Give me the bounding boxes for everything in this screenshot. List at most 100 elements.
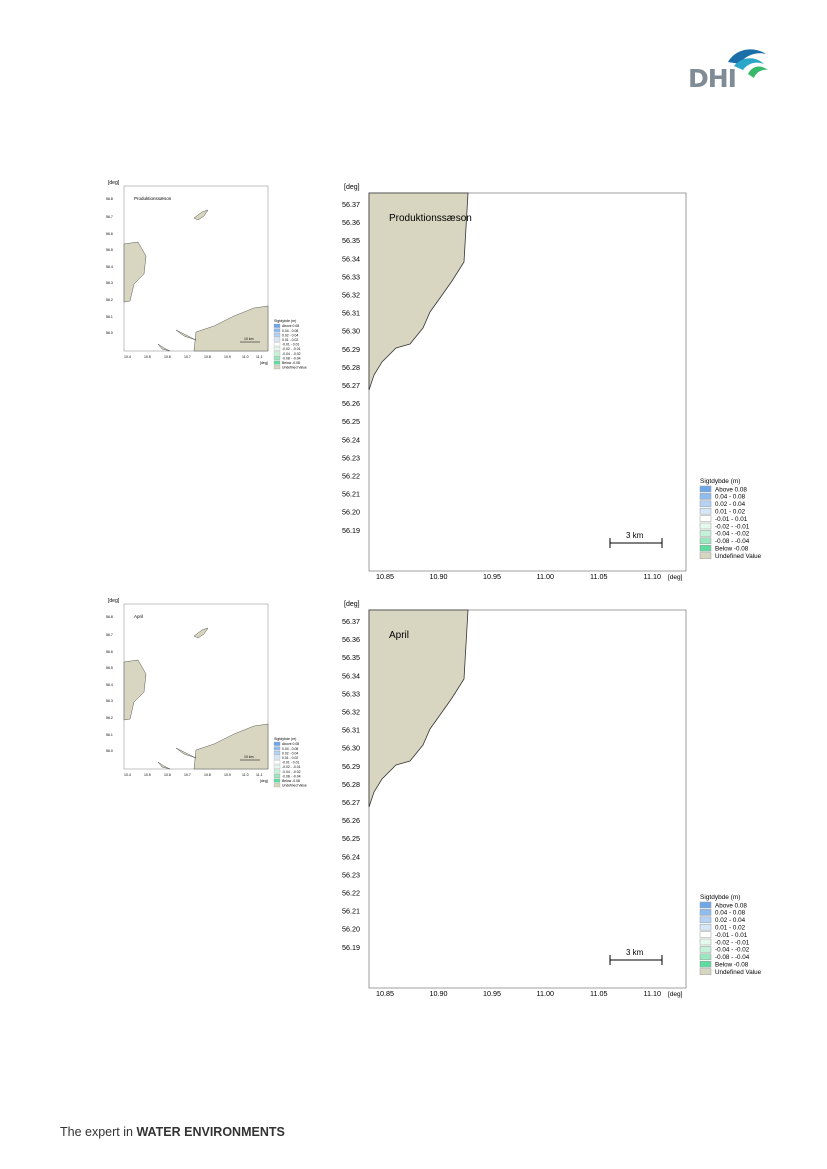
legend-item-label: -0.04 - -0.02 xyxy=(282,770,301,774)
svg-text:11.1: 11.1 xyxy=(256,355,263,359)
svg-text:56.4: 56.4 xyxy=(106,265,113,269)
y-tick-label: 56.24 xyxy=(342,852,360,861)
legend-item-label: -0.08 - -0.04 xyxy=(715,538,750,545)
svg-text:10.5: 10.5 xyxy=(144,773,151,777)
legend-item-label: -0.08 - -0.04 xyxy=(715,954,750,961)
main-map-2: [deg] April 56.37 56.36 56.35 56.34 56.33 56.… xyxy=(338,597,698,1012)
y-tick-label: 56.27 xyxy=(342,798,360,807)
legend-swatch xyxy=(699,485,712,493)
y-tick-label: 56.24 xyxy=(342,435,360,444)
coast-land xyxy=(193,305,269,352)
dhi-logo: DHI xyxy=(688,44,770,94)
svg-text:56.5: 56.5 xyxy=(106,666,113,670)
tagline-prefix: The expert in xyxy=(60,1125,133,1139)
legend-swatch xyxy=(273,328,281,333)
y-tick-label: 56.26 xyxy=(342,816,360,825)
coast-land xyxy=(123,241,147,303)
legend-swatch xyxy=(699,552,712,559)
legend-swatch xyxy=(699,507,712,515)
y-tick-label: 56.35 xyxy=(342,653,360,662)
y-tick-label: 56.29 xyxy=(342,345,360,354)
legend-item-label: Above 0.08 xyxy=(715,486,747,493)
legend-item-label: -0.04 - -0.02 xyxy=(715,531,750,538)
svg-text:56.2: 56.2 xyxy=(106,716,113,720)
legend-swatch xyxy=(273,751,281,755)
legend-swatch xyxy=(699,522,712,530)
y-tick-label: 56.25 xyxy=(342,834,360,843)
y-tick-label: 56.22 xyxy=(342,889,360,898)
legend-title: Sigtdybde (m) xyxy=(700,478,740,485)
scale-bar: 3 km xyxy=(609,948,663,965)
svg-text:56.1: 56.1 xyxy=(106,315,113,319)
legend-item-label: -0.01 - 0.01 xyxy=(715,516,748,523)
svg-text:3 km: 3 km xyxy=(626,948,644,957)
legend-item-label: -0.02 - -0.01 xyxy=(715,939,750,946)
legend-item-label: 0.01 - 0.02 xyxy=(282,338,298,342)
legend-swatch xyxy=(273,333,281,337)
legend-item-label: 0.04 - 0.08 xyxy=(282,329,298,333)
coast-land xyxy=(368,192,469,391)
svg-text:56.6: 56.6 xyxy=(106,232,113,236)
svg-text:56.8: 56.8 xyxy=(106,197,113,201)
legend-swatch xyxy=(699,946,712,953)
svg-text:10.8: 10.8 xyxy=(204,773,211,777)
x-tick-label: 10.85 xyxy=(376,989,394,998)
legend-item-label: 0.02 - 0.04 xyxy=(715,917,746,924)
svg-text:56.6: 56.6 xyxy=(106,650,113,654)
y-tick-label: 56.30 xyxy=(342,327,360,336)
y-tick-label: 56.19 xyxy=(342,943,360,952)
x-tick-label: 10.90 xyxy=(430,989,448,998)
x-tick-label: 11.10 xyxy=(644,572,661,581)
y-tick-label: 56.29 xyxy=(342,762,360,771)
y-tick-label: 56.33 xyxy=(342,689,360,698)
legend-swatch xyxy=(273,755,281,760)
legend-item-label: 0.02 - 0.04 xyxy=(282,751,298,755)
footer-tagline: The expert in WATER ENVIRONMENTS xyxy=(60,1125,285,1139)
x-tick-label: 11.05 xyxy=(590,572,607,581)
legend-swatch xyxy=(699,537,712,545)
x-tick-label: 11.10 xyxy=(644,989,661,998)
legend-swatch xyxy=(699,500,712,508)
svg-text:10.4: 10.4 xyxy=(124,355,131,359)
legend-item-label: Undefined Value xyxy=(282,366,307,370)
overview-title: April xyxy=(134,614,143,619)
small-legend-1: Sigtdybde (m) Above 0.08 0.04 - 0.08 0.0… xyxy=(272,318,312,381)
x-tick-label: 10.90 xyxy=(430,572,448,581)
tagline-strong: WATER ENVIRONMENTS xyxy=(136,1125,285,1139)
svg-text:56.2: 56.2 xyxy=(106,298,113,302)
y-tick-label: 56.32 xyxy=(342,291,360,300)
legend-swatch xyxy=(699,515,712,522)
legend-item-label: Above 0.08 xyxy=(282,742,299,746)
legend-swatch xyxy=(699,923,712,931)
figure-2: [deg] April 56.8 56.7 56.6 56.5 56.4 56.… xyxy=(104,594,274,789)
legend-item-label: 0.04 - 0.08 xyxy=(715,910,746,917)
svg-text:10.6: 10.6 xyxy=(164,355,171,359)
svg-text:11.0: 11.0 xyxy=(242,355,249,359)
y-tick-label: 56.19 xyxy=(342,526,360,535)
legend-swatch xyxy=(699,901,712,909)
y-tick-label: 56.34 xyxy=(342,254,360,263)
legend-swatch xyxy=(699,916,712,924)
legend-swatch xyxy=(273,778,281,783)
y-axis-ticks: 56.37 56.36 56.35 56.34 56.33 56.32 56.31 56.30… xyxy=(342,200,360,535)
y-tick-label: 56.27 xyxy=(342,381,360,390)
legend-item-label: 0.02 - 0.04 xyxy=(282,333,298,337)
map-title: Produktionssæson xyxy=(389,213,472,224)
y-tick-label: 56.37 xyxy=(342,617,360,626)
legend-swatch xyxy=(699,493,712,500)
legend-swatch xyxy=(273,346,281,351)
legend-swatch xyxy=(273,337,281,342)
legend-item-label: -0.01 - 0.01 xyxy=(715,932,748,939)
svg-text:10.7: 10.7 xyxy=(184,773,191,777)
overview-title: Produktionssæson xyxy=(134,196,172,201)
legend-swatch xyxy=(273,342,281,347)
svg-text:10.8: 10.8 xyxy=(204,355,211,359)
svg-text:[deg]: [deg] xyxy=(260,361,268,365)
svg-text:[deg]: [deg] xyxy=(668,574,683,581)
legend-item-label: -0.08 - -0.04 xyxy=(282,774,301,778)
y-tick-label: 56.25 xyxy=(342,417,360,426)
svg-text:Sigtdybde (m): Sigtdybde (m) xyxy=(274,319,296,323)
svg-text:Sigtdybde (m): Sigtdybde (m) xyxy=(274,737,296,741)
legend-swatch xyxy=(273,365,281,370)
island xyxy=(193,209,209,221)
